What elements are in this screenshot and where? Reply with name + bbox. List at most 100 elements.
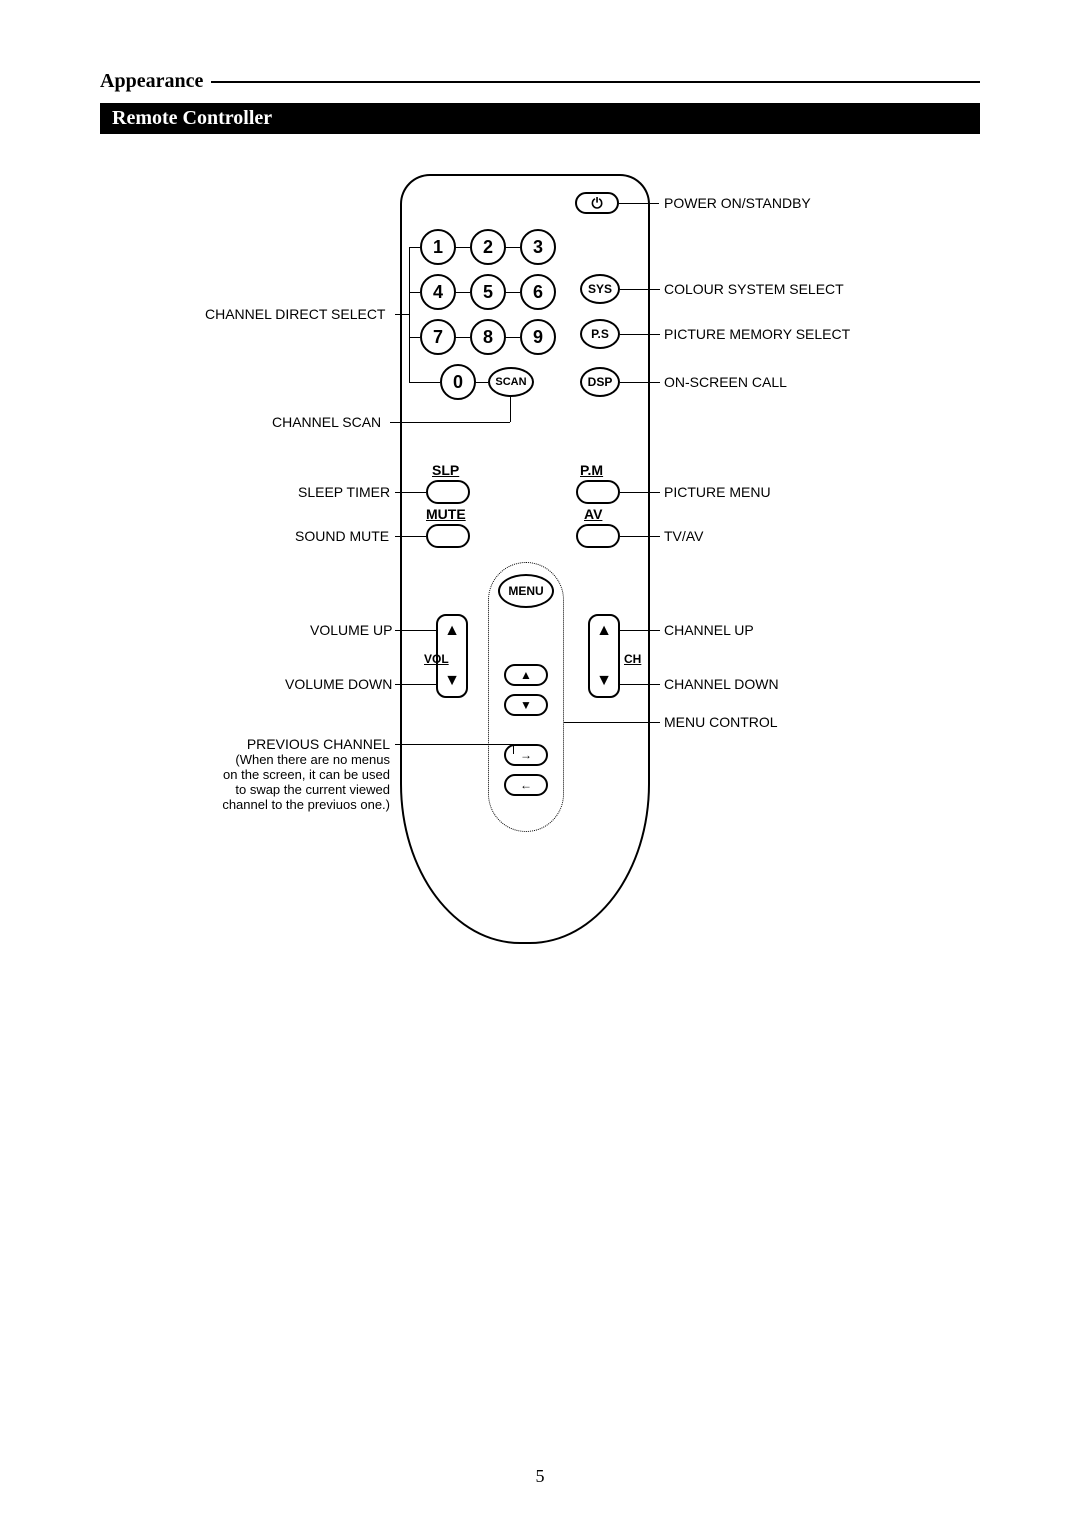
ps-label: P.S [591, 327, 609, 341]
label-menu-control: MENU CONTROL [664, 714, 778, 730]
label-volume-up: VOLUME UP [310, 622, 392, 638]
ch-text: CH [624, 652, 641, 666]
num-7[interactable]: 7 [420, 319, 456, 355]
num-h12 [456, 247, 470, 248]
num-3[interactable]: 3 [520, 229, 556, 265]
line-pm [620, 492, 660, 493]
num-8[interactable]: 8 [470, 319, 506, 355]
label-channel-down: CHANNEL DOWN [664, 676, 779, 692]
num-4-label: 4 [433, 282, 443, 303]
label-channel-scan: CHANNEL SCAN [272, 414, 381, 430]
num-9[interactable]: 9 [520, 319, 556, 355]
num-h56 [506, 292, 520, 293]
pm-button[interactable] [576, 480, 620, 504]
vol-up-icon: ▲ [444, 622, 460, 640]
num-6-label: 6 [533, 282, 543, 303]
label-prev-note3: to swap the current viewed [190, 782, 390, 797]
label-onscreen: ON-SCREEN CALL [664, 374, 787, 390]
ps-button[interactable]: P.S [580, 319, 620, 349]
label-tvav: TV/AV [664, 528, 703, 544]
num-0[interactable]: 0 [440, 364, 476, 400]
num-5[interactable]: 5 [470, 274, 506, 310]
line-ps [620, 334, 660, 335]
num-8-label: 8 [483, 327, 493, 348]
vol-text: VOL [424, 652, 449, 666]
line-cds-h [395, 314, 409, 315]
label-volume-down: VOLUME DOWN [285, 676, 392, 692]
menu-down[interactable]: ▼ [504, 694, 548, 716]
line-slp [395, 492, 426, 493]
line-voldown [395, 684, 436, 685]
av-button[interactable] [576, 524, 620, 548]
num-h89 [506, 337, 520, 338]
menu-down-icon: ▼ [520, 698, 532, 712]
num-h0s [476, 382, 488, 383]
num-1-label: 1 [433, 237, 443, 258]
dsp-label: DSP [588, 375, 613, 389]
num-7-label: 7 [433, 327, 443, 348]
ch-rocker[interactable]: ▲ ▼ [588, 614, 620, 698]
line-chup [620, 630, 660, 631]
cds-t1 [409, 247, 420, 248]
num-h45 [456, 292, 470, 293]
num-4[interactable]: 4 [420, 274, 456, 310]
num-0-label: 0 [453, 372, 463, 393]
label-channel-up: CHANNEL UP [664, 622, 754, 638]
num-9-label: 9 [533, 327, 543, 348]
label-colour-system: COLOUR SYSTEM SELECT [664, 281, 844, 297]
line-power [619, 203, 659, 204]
num-2[interactable]: 2 [470, 229, 506, 265]
ch-down-icon: ▼ [596, 672, 612, 690]
num-5-label: 5 [483, 282, 493, 303]
line-scan-v [510, 397, 511, 422]
menu-up[interactable]: ▲ [504, 664, 548, 686]
cds-t4 [409, 382, 440, 383]
label-prev-note1: (When there are no menus [190, 752, 390, 767]
line-prev-v [513, 744, 514, 754]
slp-text: SLP [432, 462, 459, 478]
page-heading: Appearance [100, 70, 203, 93]
line-volup [395, 630, 436, 631]
scan-label: SCAN [495, 376, 526, 388]
num-1[interactable]: 1 [420, 229, 456, 265]
num-3-label: 3 [533, 237, 543, 258]
menu-button[interactable]: MENU [498, 574, 554, 608]
menu-left[interactable]: ← [504, 774, 548, 796]
sys-button[interactable]: SYS [580, 274, 620, 304]
line-av [620, 536, 660, 537]
menu-right[interactable]: → [504, 744, 548, 766]
label-picture-memory: PICTURE MEMORY SELECT [664, 326, 850, 342]
line-chdown [620, 684, 660, 685]
line-sys [620, 289, 660, 290]
num-6[interactable]: 6 [520, 274, 556, 310]
scan-button[interactable]: SCAN [488, 367, 534, 397]
power-button[interactable]: ⏻ [575, 192, 619, 214]
line-menuctrl [564, 722, 660, 723]
ch-up-icon: ▲ [596, 622, 612, 640]
menu-up-icon: ▲ [520, 668, 532, 682]
vol-down-icon: ▼ [444, 672, 460, 690]
label-channel-direct: CHANNEL DIRECT SELECT [205, 306, 385, 322]
page-number: 5 [0, 1466, 1080, 1487]
slp-button[interactable] [426, 480, 470, 504]
menu-left-icon: ← [520, 778, 532, 792]
mute-text: MUTE [426, 506, 466, 522]
pm-text: P.M [580, 462, 603, 478]
label-picture-menu: PICTURE MENU [664, 484, 771, 500]
num-2-label: 2 [483, 237, 493, 258]
num-h23 [506, 247, 520, 248]
heading-rule [211, 81, 980, 83]
line-mute [395, 536, 426, 537]
section-title: Remote Controller [100, 103, 980, 134]
label-sound-mute: SOUND MUTE [295, 528, 389, 544]
remote-diagram: ⏻ 1 2 3 4 5 6 7 8 9 0 SCAN SYS P.S DSP S… [100, 174, 980, 1024]
av-text: AV [584, 506, 602, 522]
menu-right-icon: → [520, 748, 532, 762]
line-scan-h [390, 422, 510, 423]
sys-label: SYS [588, 282, 612, 296]
dsp-button[interactable]: DSP [580, 367, 620, 397]
label-power: POWER ON/STANDBY [664, 195, 811, 211]
line-dsp [620, 382, 660, 383]
menu-label: MENU [508, 584, 543, 598]
mute-button[interactable] [426, 524, 470, 548]
